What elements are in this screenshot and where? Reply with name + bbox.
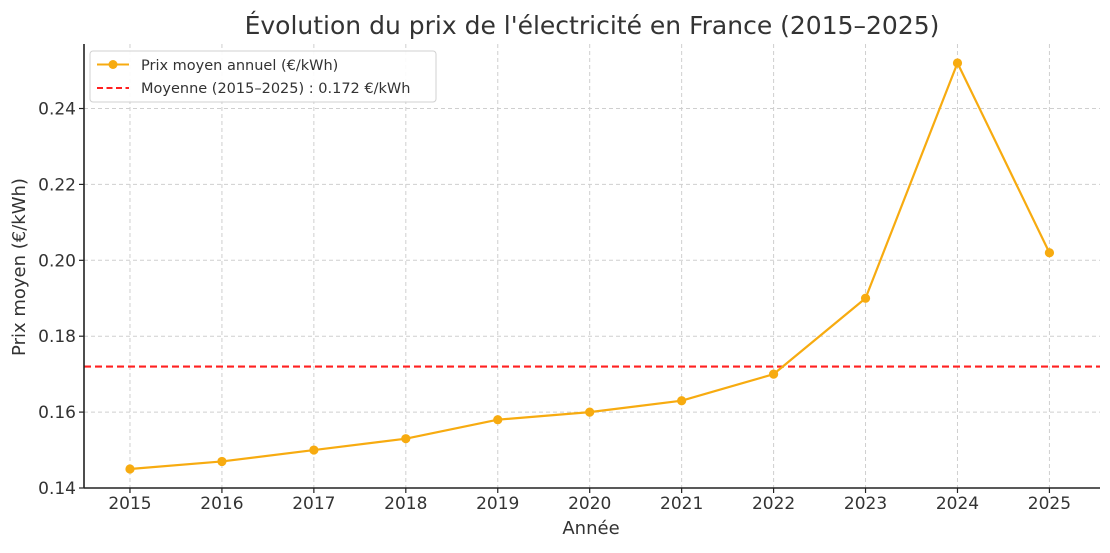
y-tick-label: 0.22 [38, 175, 76, 195]
x-tick-label: 2017 [292, 494, 335, 514]
x-tick-label: 2018 [384, 494, 427, 514]
data-point [677, 396, 687, 406]
x-tick-label: 2024 [936, 494, 979, 514]
x-tick-label: 2022 [752, 494, 795, 514]
x-axis-title: Année [562, 518, 619, 539]
x-tick-label: 2025 [1028, 494, 1071, 514]
data-point [309, 445, 319, 455]
data-point [217, 456, 227, 467]
y-axis-title: Prix moyen (€/kWh) [9, 178, 30, 356]
data-point [585, 407, 595, 417]
x-tick-label: 2016 [200, 494, 243, 514]
x-tick-label: 2021 [660, 494, 703, 514]
y-tick-label: 0.24 [38, 100, 76, 120]
x-axis-ticks: 2015 2016 2017 2018 2019 2020 2021 2022 2023 2024… [108, 488, 1071, 514]
y-tick-label: 0.20 [38, 251, 76, 271]
data-point [493, 415, 503, 425]
legend-box [89, 50, 437, 103]
legend: Prix moyen annuel (€/kWh) Moyenne (2015–… [89, 50, 437, 103]
x-tick-label: 2015 [108, 494, 151, 514]
grid [84, 44, 1100, 489]
x-tick-label: 2023 [844, 494, 887, 514]
data-point [125, 464, 135, 474]
legend-series-marker [108, 60, 118, 69]
y-tick-label: 0.18 [38, 327, 76, 347]
series-layer [125, 58, 1055, 474]
legend-reference-label: Moyenne (2015–2025) : 0.172 €/kWh [141, 81, 410, 97]
y-tick-label: 0.16 [38, 403, 76, 423]
x-tick-label: 2020 [568, 494, 611, 514]
chart-title: Évolution du prix de l'électricité en Fr… [245, 11, 940, 40]
data-point [1044, 248, 1055, 258]
x-tick-label: 2019 [476, 494, 519, 514]
data-point [860, 293, 871, 303]
y-axis-ticks: 0.14 0.16 0.18 0.20 0.22 0.24 [38, 100, 84, 499]
data-point [768, 369, 779, 379]
data-point [401, 434, 411, 444]
data-point [952, 58, 963, 68]
y-tick-label: 0.14 [38, 479, 76, 499]
legend-series-label: Prix moyen annuel (€/kWh) [141, 58, 338, 74]
